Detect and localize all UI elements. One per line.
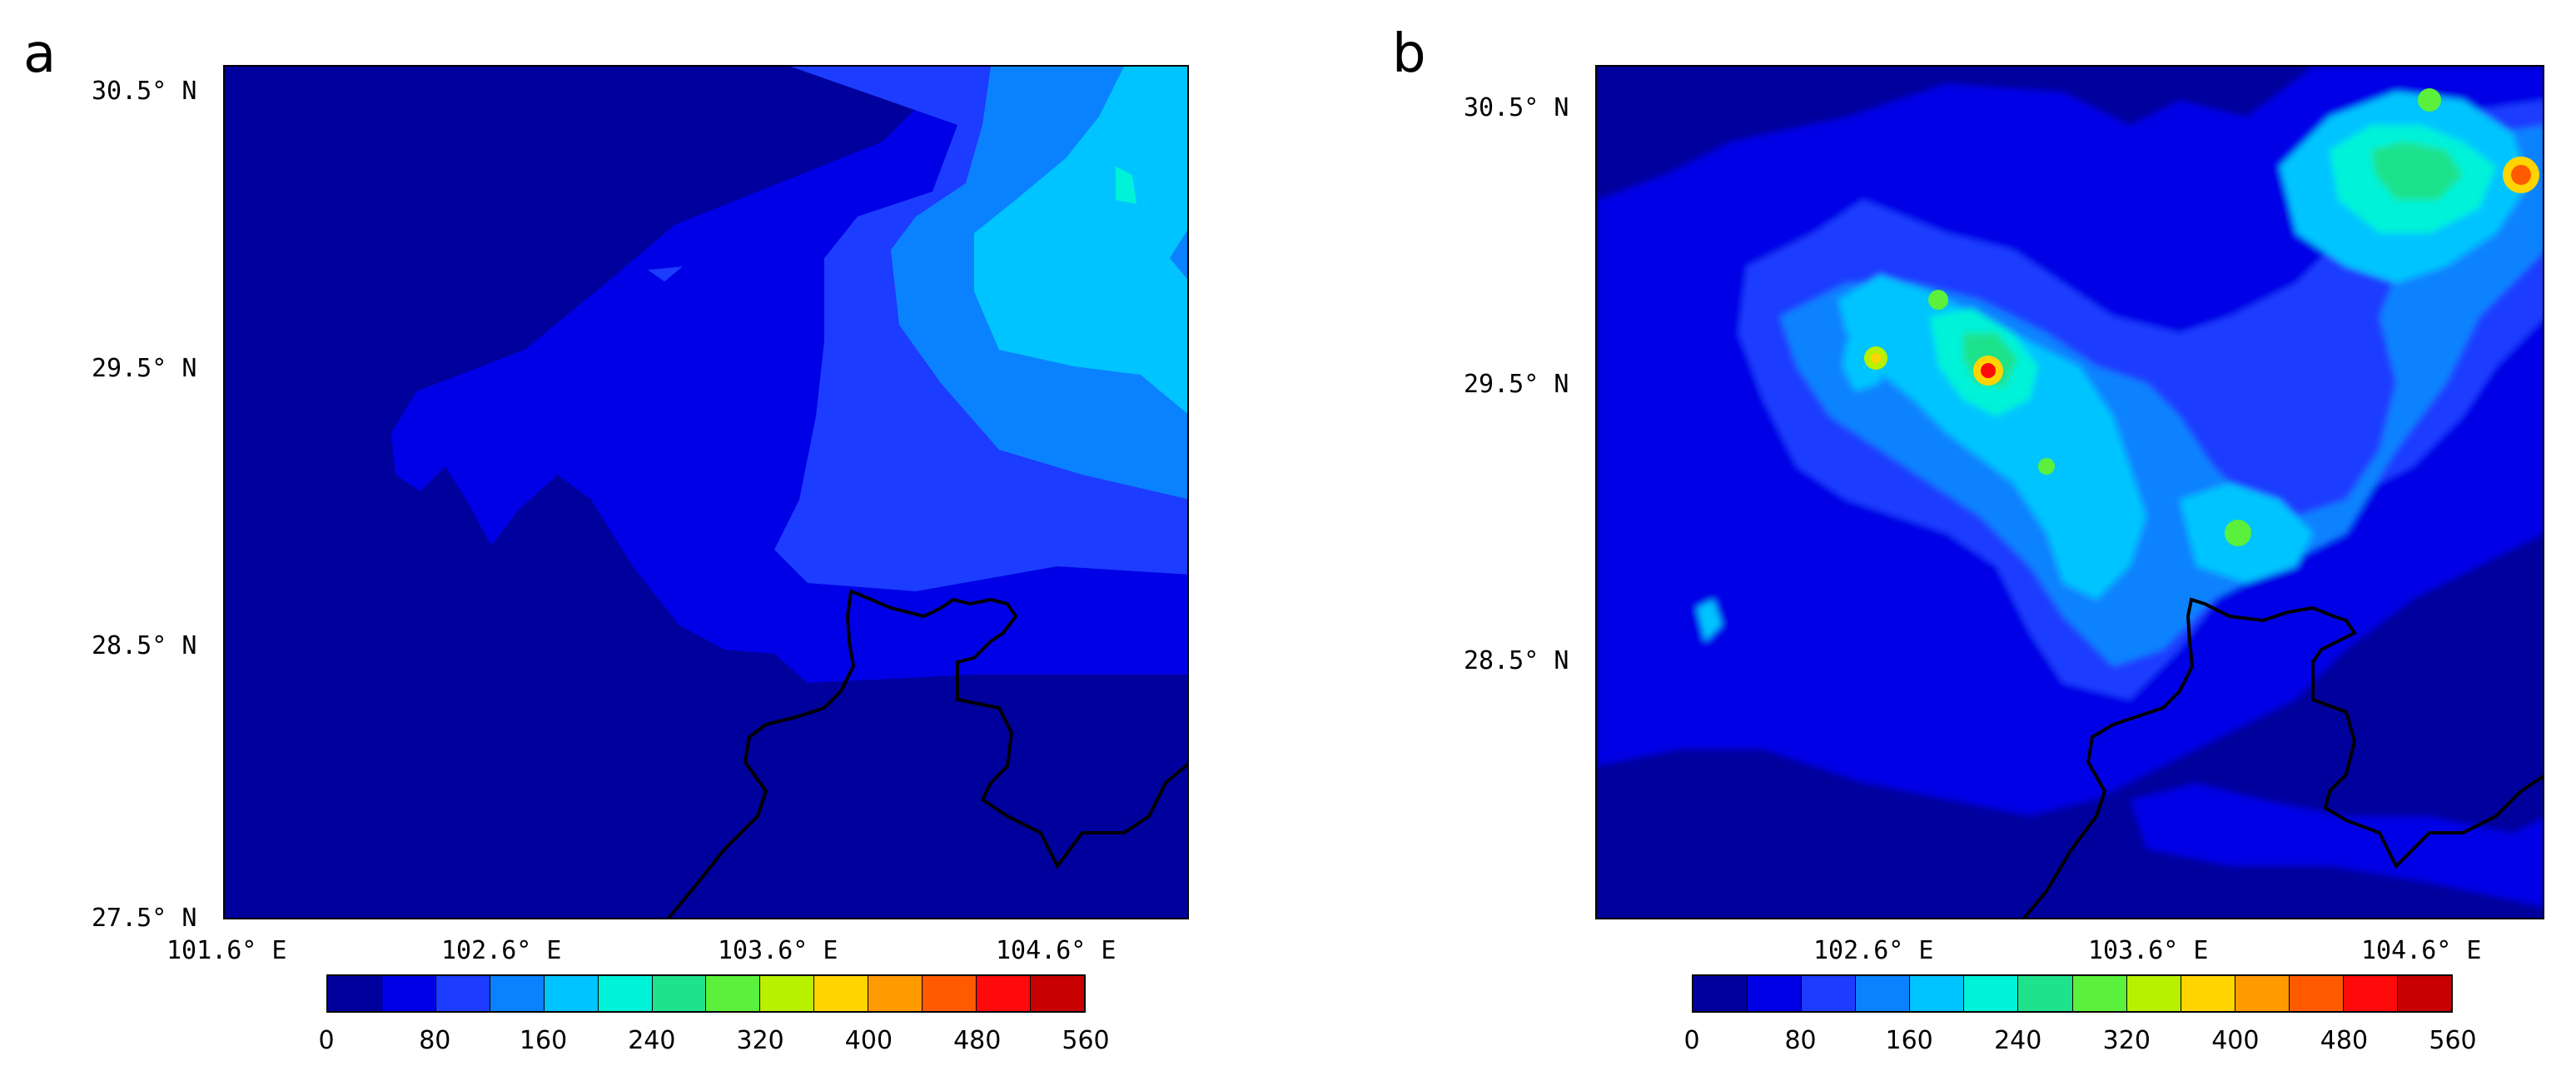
colorbar-swatch	[706, 976, 761, 1011]
panel-a-colorbar	[326, 974, 1086, 1013]
colorbar-swatch	[544, 976, 599, 1011]
colorbar-swatch	[1030, 976, 1084, 1011]
colorbar-swatch	[2343, 976, 2399, 1011]
colorbar-swatch	[2289, 976, 2344, 1011]
contour-240	[1116, 167, 1136, 204]
contour-b-160	[1838, 275, 2146, 600]
panel-a-lon-tick-2: 102.6° E	[441, 936, 562, 965]
colorbar-swatch	[977, 976, 1031, 1011]
colorbar-swatch	[814, 976, 869, 1011]
colorbar-swatch	[381, 976, 436, 1011]
panel-a-lat-tick-4: 27.5° N	[92, 904, 197, 933]
colorbar-label: 400	[2211, 1026, 2260, 1055]
colorbar-swatch	[2398, 976, 2452, 1011]
hotspot-b-3-core	[1871, 353, 1881, 363]
contour-b-40-south	[2130, 783, 2543, 908]
colorbar-label: 480	[2320, 1026, 2369, 1055]
panel-b-colorbar	[1692, 974, 2453, 1013]
colorbar-swatch	[598, 976, 653, 1011]
colorbar-swatch	[652, 976, 707, 1011]
colorbar-swatch	[490, 976, 545, 1011]
colorbar-swatch	[1748, 976, 1803, 1011]
colorbar-swatch	[1693, 976, 1748, 1011]
colorbar-swatch	[1964, 976, 2019, 1011]
colorbar-label: 320	[2102, 1026, 2151, 1055]
panel-b-map	[1595, 65, 2544, 919]
panel-b-contour	[1597, 67, 2543, 918]
colorbar-label: 80	[419, 1026, 451, 1055]
contour-80-patch	[648, 267, 683, 281]
colorbar-label: 240	[1994, 1026, 2042, 1055]
colorbar-label: 400	[844, 1026, 893, 1055]
colorbar-label: 240	[628, 1026, 676, 1055]
colorbar-swatch	[1856, 976, 1911, 1011]
colorbar-label: 560	[2429, 1026, 2477, 1055]
hotspot-b-5	[2418, 88, 2441, 112]
colorbar-swatch	[435, 976, 490, 1011]
colorbar-swatch	[1910, 976, 1965, 1011]
hotspot-b-1-core	[2511, 165, 2531, 185]
contour-east-edge	[1170, 230, 1187, 280]
colorbar-label: 80	[1784, 1026, 1817, 1055]
panel-b-lon-tick-1: 102.6° E	[1813, 936, 1934, 965]
hotspot-b-7	[2225, 520, 2251, 546]
province-boundary-b	[2022, 597, 2543, 918]
colorbar-label: 160	[1885, 1026, 1933, 1055]
colorbar-label: 160	[519, 1026, 568, 1055]
colorbar-swatch	[2018, 976, 2073, 1011]
colorbar-label: 0	[1683, 1026, 1700, 1055]
panel-a-lon-tick-4: 104.6° E	[996, 936, 1116, 965]
panel-a-lat-tick-3: 28.5° N	[92, 631, 197, 660]
colorbar-swatch	[328, 976, 382, 1011]
colorbar-swatch	[2181, 976, 2235, 1011]
colorbar-swatch	[1802, 976, 1857, 1011]
panel-b-lat-tick-2: 29.5° N	[1464, 370, 1569, 399]
panel-a-map	[223, 65, 1189, 919]
panel-b-lon-tick-3: 104.6° E	[2361, 936, 2482, 965]
panel-a-letter: a	[23, 23, 57, 85]
colorbar-swatch	[868, 976, 923, 1011]
panel-a-contour	[225, 67, 1187, 918]
colorbar-label: 0	[318, 1026, 335, 1055]
colorbar-label: 480	[953, 1026, 1002, 1055]
panel-a-lon-tick-3: 103.6° E	[718, 936, 838, 965]
contour-b-west-2	[1697, 600, 1722, 641]
colorbar-swatch	[760, 976, 815, 1011]
panel-b-lon-tick-2: 103.6° E	[2088, 936, 2209, 965]
panel-b-lat-tick-1: 30.5° N	[1464, 93, 1569, 122]
province-boundary-a	[666, 589, 1187, 918]
contour-200	[974, 67, 1187, 414]
colorbar-label: 320	[736, 1026, 784, 1055]
panel-a-lat-tick-2: 29.5° N	[92, 354, 197, 383]
panel-b-lat-tick-3: 28.5° N	[1464, 646, 1569, 675]
panel-a-lat-tick-1: 30.5° N	[92, 77, 197, 106]
colorbar-swatch	[2235, 976, 2290, 1011]
hotspot-b-2-core	[1981, 363, 1996, 378]
colorbar-swatch	[2072, 976, 2127, 1011]
contour-b-240	[2371, 142, 2463, 200]
colorbar-swatch	[922, 976, 977, 1011]
hotspot-b-6	[2038, 458, 2055, 475]
panel-a-lon-tick-1: 101.6° E	[167, 936, 287, 965]
panel-b-letter: b	[1392, 23, 1426, 85]
hotspot-b-4	[1928, 290, 1948, 310]
colorbar-swatch	[2126, 976, 2181, 1011]
colorbar-label: 560	[1062, 1026, 1110, 1055]
